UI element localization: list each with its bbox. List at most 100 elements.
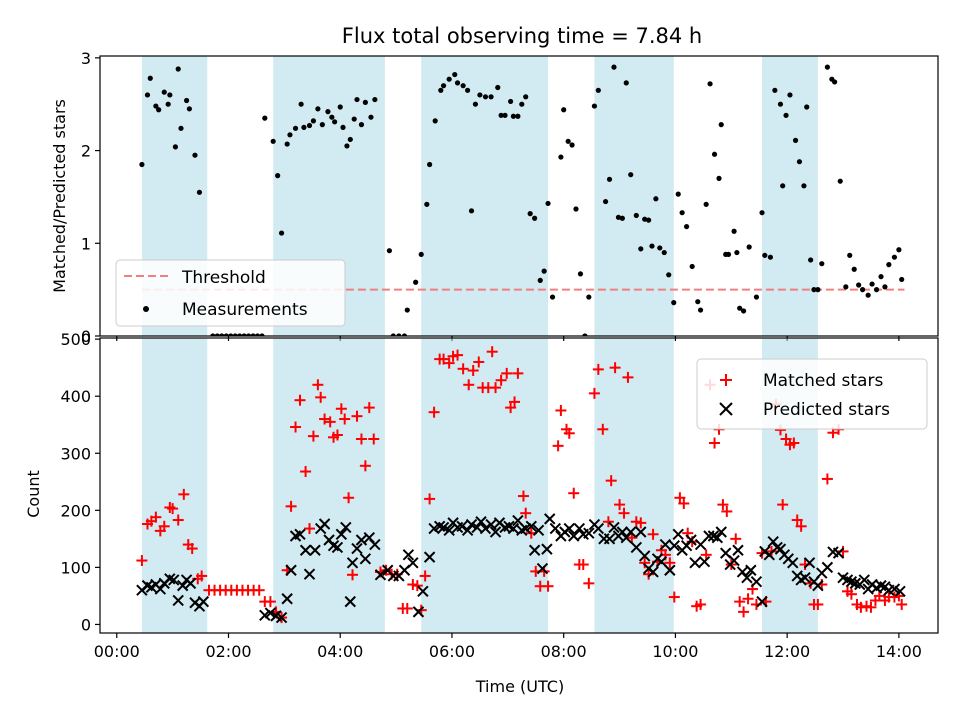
- predicted-star-point: [344, 595, 356, 608]
- predicted-star-point: [821, 561, 834, 574]
- measurement-point: [372, 96, 378, 103]
- measurement-point: [811, 287, 817, 293]
- predicted-star-point: [489, 526, 502, 538]
- matched-star-point: [780, 433, 792, 445]
- predicted-star-point: [568, 530, 580, 542]
- predicted-star-point: [351, 542, 363, 555]
- predicted-star-point: [750, 575, 763, 588]
- predicted-star-point: [668, 539, 681, 552]
- matched-star-point: [520, 507, 532, 519]
- predicted-star-point: [858, 574, 870, 586]
- legend-threshold-label: Threshold: [181, 268, 266, 288]
- predicted-star-point: [745, 564, 757, 576]
- measurement-point: [344, 143, 350, 149]
- measurement-point: [210, 333, 216, 336]
- measurement-point: [780, 183, 786, 189]
- matched-star-point: [300, 466, 312, 478]
- predicted-star-point: [461, 524, 474, 536]
- measurement-point: [606, 176, 613, 182]
- x-tick-label: 12:00: [764, 642, 810, 661]
- predicted-star-point: [638, 550, 651, 562]
- predicted-star-point: [787, 557, 799, 569]
- predicted-star-point: [485, 518, 497, 531]
- legend-matched-label: Matched stars: [763, 371, 883, 391]
- matched-star-point: [253, 584, 265, 596]
- measurement-point: [262, 115, 268, 121]
- matched-star-point: [592, 363, 604, 375]
- matched-star-point: [486, 346, 498, 358]
- matched-star-point: [158, 520, 170, 532]
- predicted-star-point: [335, 528, 348, 540]
- measurement-point: [175, 66, 181, 72]
- measurement-point: [156, 107, 162, 113]
- predicted-star-point: [741, 571, 753, 584]
- matched-star-point: [855, 601, 867, 613]
- predicted-star-point: [154, 583, 167, 595]
- predicted-star-point: [689, 557, 701, 569]
- matched-star-point: [734, 596, 746, 608]
- measurement-point: [219, 333, 225, 336]
- predicted-stars-points: [136, 513, 906, 624]
- measurement-point: [237, 333, 243, 336]
- matched-star-point: [795, 520, 807, 532]
- measurement-point: [298, 101, 304, 107]
- predicted-star-point: [549, 522, 562, 535]
- matched-star-point: [401, 602, 413, 614]
- matched-star-point: [568, 487, 580, 499]
- measurement-point: [325, 109, 331, 115]
- measurement-point: [565, 138, 571, 144]
- predicted-star-point: [635, 526, 647, 538]
- matched-star-point: [167, 503, 179, 515]
- predicted-star-point: [536, 562, 549, 575]
- predicted-star-point: [355, 534, 368, 546]
- legend-matched-swatch: [720, 374, 732, 386]
- measurement-point: [301, 124, 307, 130]
- predicted-star-point: [346, 557, 359, 569]
- measurement-point: [602, 198, 609, 205]
- measurement-point: [633, 212, 639, 219]
- matched-star-point: [542, 580, 554, 592]
- matched-star-point: [577, 559, 589, 571]
- measurement-point: [223, 333, 229, 336]
- predicted-star-point: [592, 522, 605, 535]
- measurement-point: [432, 118, 438, 124]
- predicted-star-point: [318, 518, 331, 530]
- matched-star-point: [647, 528, 659, 540]
- measurement-point: [638, 246, 644, 252]
- measurement-point: [843, 284, 849, 290]
- x-tick-label: 10:00: [652, 642, 698, 661]
- measurement-point: [558, 154, 564, 160]
- measurement-point: [144, 92, 151, 98]
- measurement-point: [332, 119, 338, 125]
- chart-title: Flux total observing time = 7.84 h: [342, 24, 702, 48]
- measurement-point: [899, 276, 905, 283]
- measurement-point: [401, 333, 408, 336]
- measurement-point: [586, 294, 592, 300]
- matched-star-point: [178, 488, 190, 500]
- measurement-point: [869, 281, 875, 287]
- measurement-point: [545, 200, 551, 207]
- measurement-point: [340, 124, 346, 130]
- measurement-point: [878, 274, 884, 280]
- measurement-point: [679, 210, 685, 216]
- measurement-point: [725, 251, 732, 258]
- measurement-point: [804, 104, 810, 110]
- measurement-point: [772, 87, 778, 93]
- measurement-point: [440, 83, 447, 89]
- measurement-point: [847, 252, 853, 258]
- measurement-point: [278, 230, 285, 236]
- matched-star-point: [335, 403, 347, 415]
- measurement-point: [452, 71, 458, 78]
- matched-star-point: [473, 356, 485, 368]
- y-tick-label: 0: [81, 615, 91, 634]
- measurement-point: [165, 101, 171, 107]
- predicted-star-point: [285, 564, 297, 576]
- predicted-star-point: [369, 538, 381, 551]
- measurement-point: [740, 308, 747, 314]
- measurement-point: [783, 112, 789, 118]
- measurement-point: [707, 81, 713, 87]
- predicted-star-point: [711, 532, 724, 544]
- measurement-point: [362, 99, 368, 105]
- matched-star-point: [319, 413, 331, 425]
- x-tick-label: 04:00: [317, 642, 363, 661]
